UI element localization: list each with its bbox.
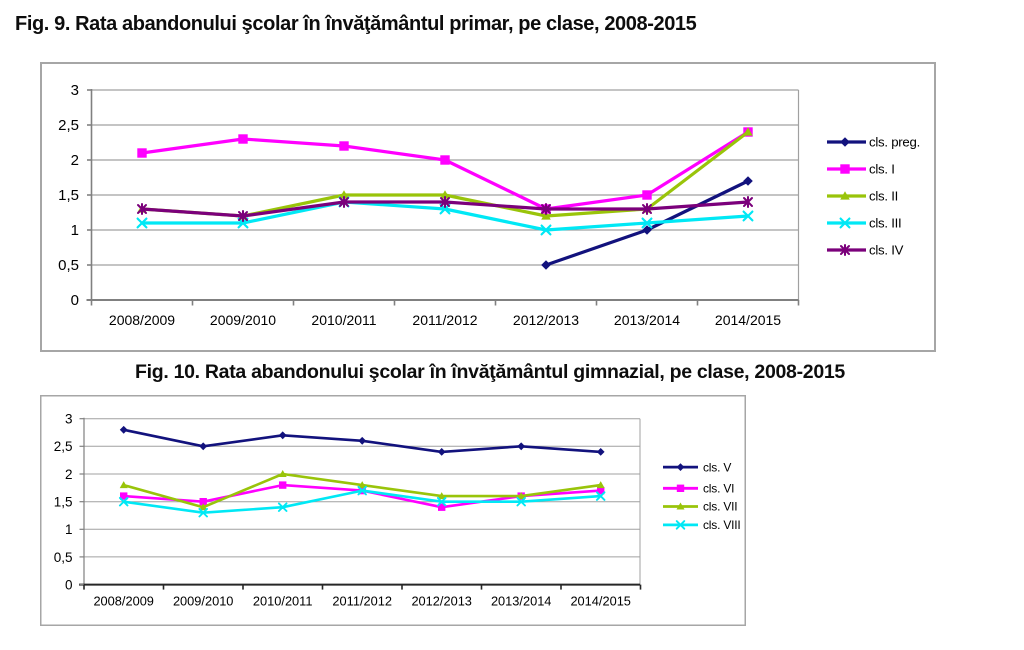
svg-text:cls. VIII: cls. VIII <box>703 518 741 532</box>
svg-text:2,5: 2,5 <box>58 117 79 134</box>
svg-text:2014/2015: 2014/2015 <box>715 312 781 328</box>
svg-text:1,5: 1,5 <box>54 495 73 510</box>
svg-text:2014/2015: 2014/2015 <box>570 594 631 609</box>
svg-text:2011/2012: 2011/2012 <box>412 312 477 328</box>
svg-text:3: 3 <box>65 412 73 427</box>
svg-text:2013/2014: 2013/2014 <box>614 312 680 328</box>
svg-text:cls. VII: cls. VII <box>703 500 737 514</box>
svg-text:3: 3 <box>71 82 79 99</box>
svg-text:2: 2 <box>65 467 73 482</box>
svg-text:2011/2012: 2011/2012 <box>332 594 392 609</box>
svg-text:1: 1 <box>65 522 73 537</box>
svg-text:cls. IV: cls. IV <box>869 242 904 257</box>
svg-text:2008/2009: 2008/2009 <box>109 312 175 328</box>
svg-text:0,5: 0,5 <box>58 257 79 274</box>
svg-text:2010/2011: 2010/2011 <box>253 594 313 609</box>
svg-text:0,5: 0,5 <box>54 550 73 565</box>
svg-text:0: 0 <box>65 577 73 592</box>
svg-text:0: 0 <box>71 292 79 309</box>
svg-text:cls. III: cls. III <box>869 215 901 230</box>
svg-text:2008/2009: 2008/2009 <box>93 594 154 609</box>
svg-text:2012/2013: 2012/2013 <box>513 312 579 328</box>
svg-text:2009/2010: 2009/2010 <box>173 594 234 609</box>
svg-text:1,5: 1,5 <box>58 187 79 204</box>
svg-text:cls. V: cls. V <box>703 460 731 474</box>
svg-text:2012/2013: 2012/2013 <box>411 594 472 609</box>
svg-text:cls. preg.: cls. preg. <box>869 134 920 149</box>
svg-text:cls. I: cls. I <box>869 161 895 176</box>
svg-text:2009/2010: 2009/2010 <box>210 312 276 328</box>
svg-text:cls. II: cls. II <box>869 188 898 203</box>
svg-text:2013/2014: 2013/2014 <box>491 594 552 609</box>
svg-text:2: 2 <box>71 152 79 169</box>
svg-text:2,5: 2,5 <box>54 439 73 454</box>
svg-text:2010/2011: 2010/2011 <box>311 312 376 328</box>
svg-text:1: 1 <box>71 222 79 239</box>
svg-text:cls. VI: cls. VI <box>703 482 734 496</box>
